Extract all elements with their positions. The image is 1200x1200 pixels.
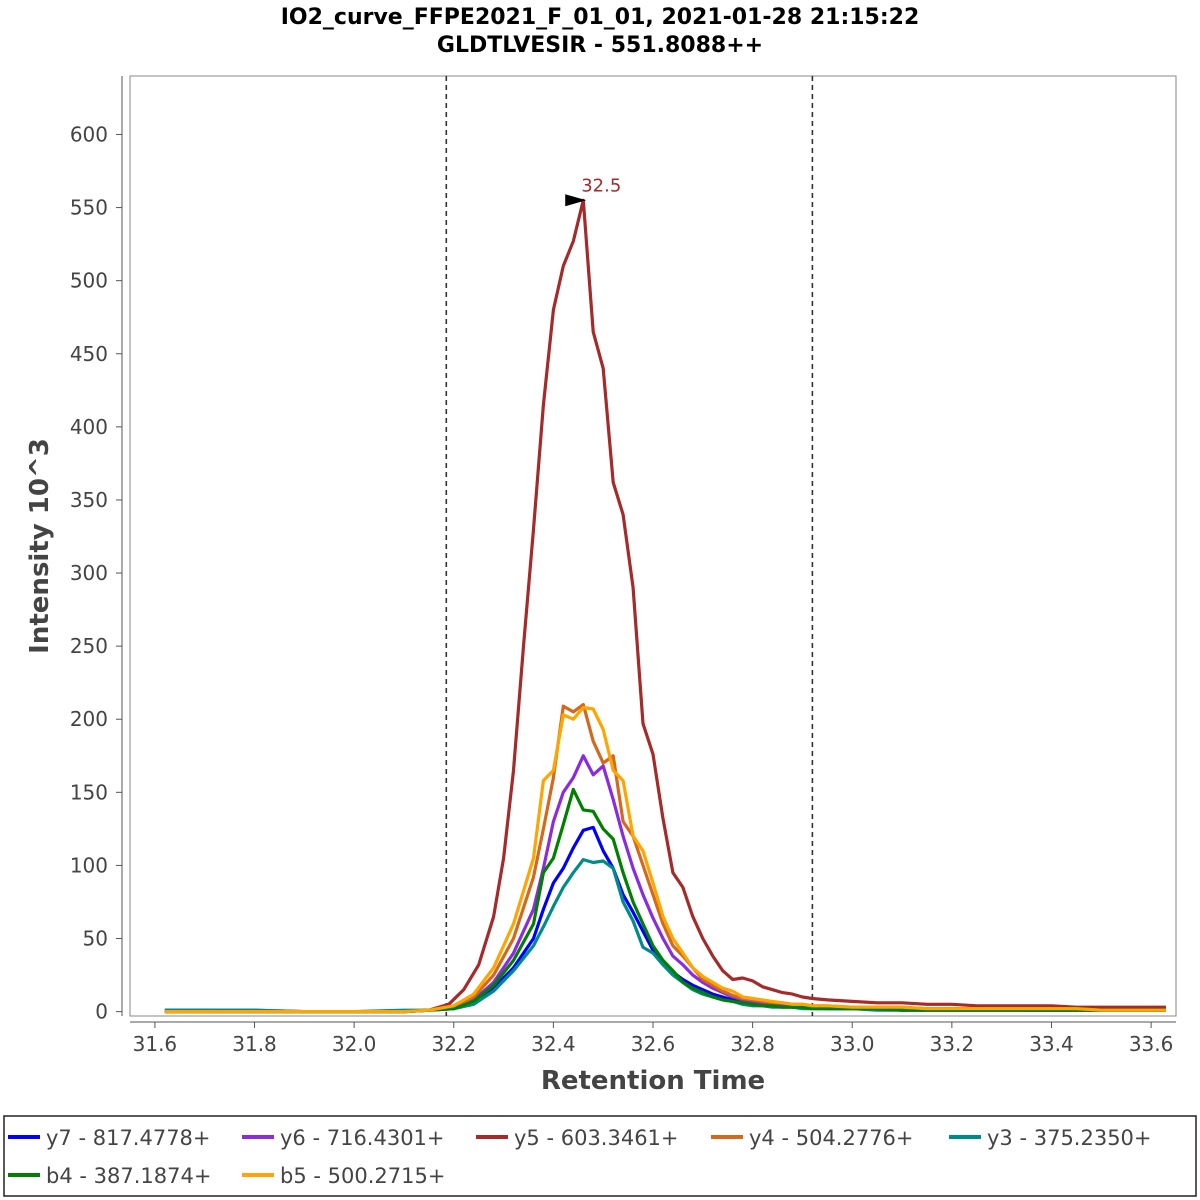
series-lines (164, 198, 1166, 1014)
x-tick-label: 32.2 (431, 1032, 476, 1056)
y-tick-label: 200 (70, 707, 108, 731)
y-tick-label: 400 (70, 415, 108, 439)
y-tick-label: 300 (70, 561, 108, 585)
series-line-y3 (164, 857, 1166, 1014)
x-tick-label: 32.8 (730, 1032, 775, 1056)
y-tick-label: 100 (70, 853, 108, 877)
y-tick-label: 450 (70, 342, 108, 366)
x-tick-label: 33.2 (930, 1032, 975, 1056)
x-tick-label: 32.6 (631, 1032, 676, 1056)
y-tick-label: 250 (70, 634, 108, 658)
legend-label: y3 - 375.2350+ (987, 1126, 1152, 1150)
legend-label: b5 - 500.2715+ (280, 1164, 445, 1188)
x-tick-label: 33.4 (1029, 1032, 1074, 1056)
peak-boundary-lines (445, 76, 814, 1016)
series-line-y5 (164, 198, 1166, 1014)
series-line-b4 (164, 787, 1166, 1014)
x-tick-label: 31.8 (232, 1032, 277, 1056)
legend-label: y4 - 504.2776+ (749, 1126, 914, 1150)
y-axis-ticks: 0 50 100 150 200 250 300 350 400 450 500 550 600 (70, 122, 122, 1024)
y-tick-label: 350 (70, 488, 108, 512)
y-axis-title: Intensity 10^3 (25, 438, 55, 654)
peak-arrow-marker (565, 194, 587, 207)
peak-label: 32.5 (581, 175, 621, 196)
x-tick-label: 32.4 (531, 1032, 576, 1056)
x-tick-label: 33.6 (1129, 1032, 1174, 1056)
legend-box (3, 1115, 1197, 1197)
chart-title: IO2_curve_FFPE2021_F_01_01, 2021-01-28 2… (281, 5, 920, 30)
chart-subtitle: GLDTLVESIR - 551.8088++ (437, 33, 763, 58)
x-tick-label: 31.6 (133, 1032, 178, 1056)
plot-area (129, 75, 1177, 1017)
x-tick-label: 32.0 (332, 1032, 377, 1056)
legend-label: b4 - 387.1874+ (46, 1164, 211, 1188)
legend-label: y5 - 603.3461+ (514, 1126, 679, 1150)
y-tick-label: 0 (95, 1000, 108, 1024)
series-line-y6 (164, 754, 1166, 1014)
legend: y7 - 817.4778+ y6 - 716.4301+ y5 - 603.346… (8, 1126, 1152, 1188)
x-tick-label: 33.0 (830, 1032, 875, 1056)
y-tick-label: 150 (70, 780, 108, 804)
peak-annotation: 32.5 (565, 175, 621, 207)
legend-label: y6 - 716.4301+ (280, 1126, 445, 1150)
y-tick-label: 50 (83, 927, 108, 951)
x-axis-title: Retention Time (541, 1066, 765, 1096)
x-axis-ticks: 31.6 31.8 32.0 32.2 32.4 32.6 32.8 33.0 33.2 33.4… (133, 1022, 1174, 1056)
y-tick-label: 550 (70, 196, 108, 220)
y-tick-label: 600 (70, 122, 108, 146)
series-line-b5 (164, 705, 1166, 1014)
legend-label: y7 - 817.4778+ (46, 1126, 211, 1150)
y-tick-label: 500 (70, 269, 108, 293)
